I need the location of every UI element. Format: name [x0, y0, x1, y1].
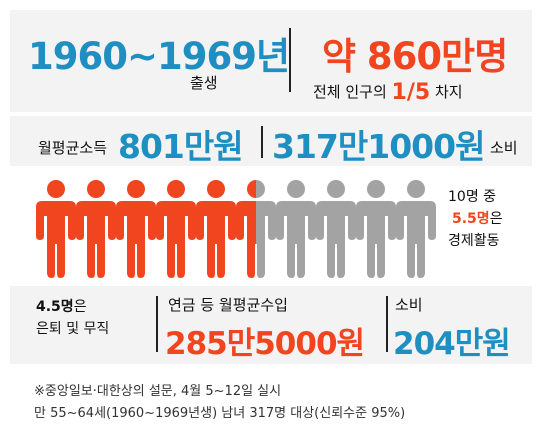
- person-figure: [276, 180, 316, 278]
- top-panel: [10, 10, 532, 112]
- birth-years: 1960~1969년: [28, 35, 290, 78]
- bottom-panel: [10, 286, 532, 364]
- person-figure: [116, 180, 156, 278]
- population-note-suffix: 차지: [430, 83, 463, 101]
- people-graphic: [36, 180, 436, 278]
- footnote-line1: ※중앙일보·대한상의 설문, 4월 5~12일 실시: [34, 384, 282, 399]
- bottom-divider-1: [156, 296, 158, 352]
- spending-label: 소비: [490, 139, 518, 157]
- spending2-label: 소비: [395, 296, 423, 314]
- income-panel: [10, 116, 532, 166]
- population-fraction: 1/5: [391, 80, 431, 105]
- income-divider: [261, 126, 263, 158]
- pension-label: 연금 등 월평균수입: [168, 296, 288, 314]
- ratio-highlight-suffix: 은: [489, 211, 503, 227]
- person-figure: [76, 180, 116, 278]
- ratio-line3: 경제활동: [448, 233, 500, 249]
- person-figure: [196, 180, 236, 278]
- pension-value: 285만5000원: [165, 326, 365, 362]
- person-figure: [316, 180, 356, 278]
- person-figure: [396, 180, 436, 278]
- bottom-divider-2: [386, 296, 388, 352]
- person-figure: [356, 180, 396, 278]
- ratio-line1: 10명 중: [448, 189, 497, 205]
- spending2-value: 204만원: [393, 326, 511, 362]
- retired-count: 4.5명은: [36, 296, 87, 316]
- person-figure: [236, 180, 276, 278]
- top-divider: [289, 28, 291, 92]
- ratio-highlight-value: 5.5명: [452, 211, 490, 227]
- income-value: 801만원: [118, 127, 244, 166]
- spending-value: 317만1000원: [272, 127, 485, 166]
- ratio-highlight: 5.5명은: [452, 208, 503, 228]
- person-figure: [156, 180, 196, 278]
- population-value: 약 860만명: [322, 35, 508, 78]
- retired-label: 은퇴 및 무직: [36, 321, 110, 337]
- retired-count-value: 4.5명: [36, 299, 74, 315]
- population-note: 전체 인구의 1/5 차지: [313, 80, 463, 105]
- birth-label: 출생: [190, 74, 218, 92]
- person-figure: [36, 180, 76, 278]
- retired-count-suffix: 은: [73, 299, 87, 315]
- footnote-line2: 만 55~64세(1960~1969년생) 남녀 317명 대상(신뢰수준 95…: [34, 406, 406, 421]
- income-label: 월평균소득: [38, 139, 108, 157]
- population-note-prefix: 전체 인구의: [313, 83, 392, 101]
